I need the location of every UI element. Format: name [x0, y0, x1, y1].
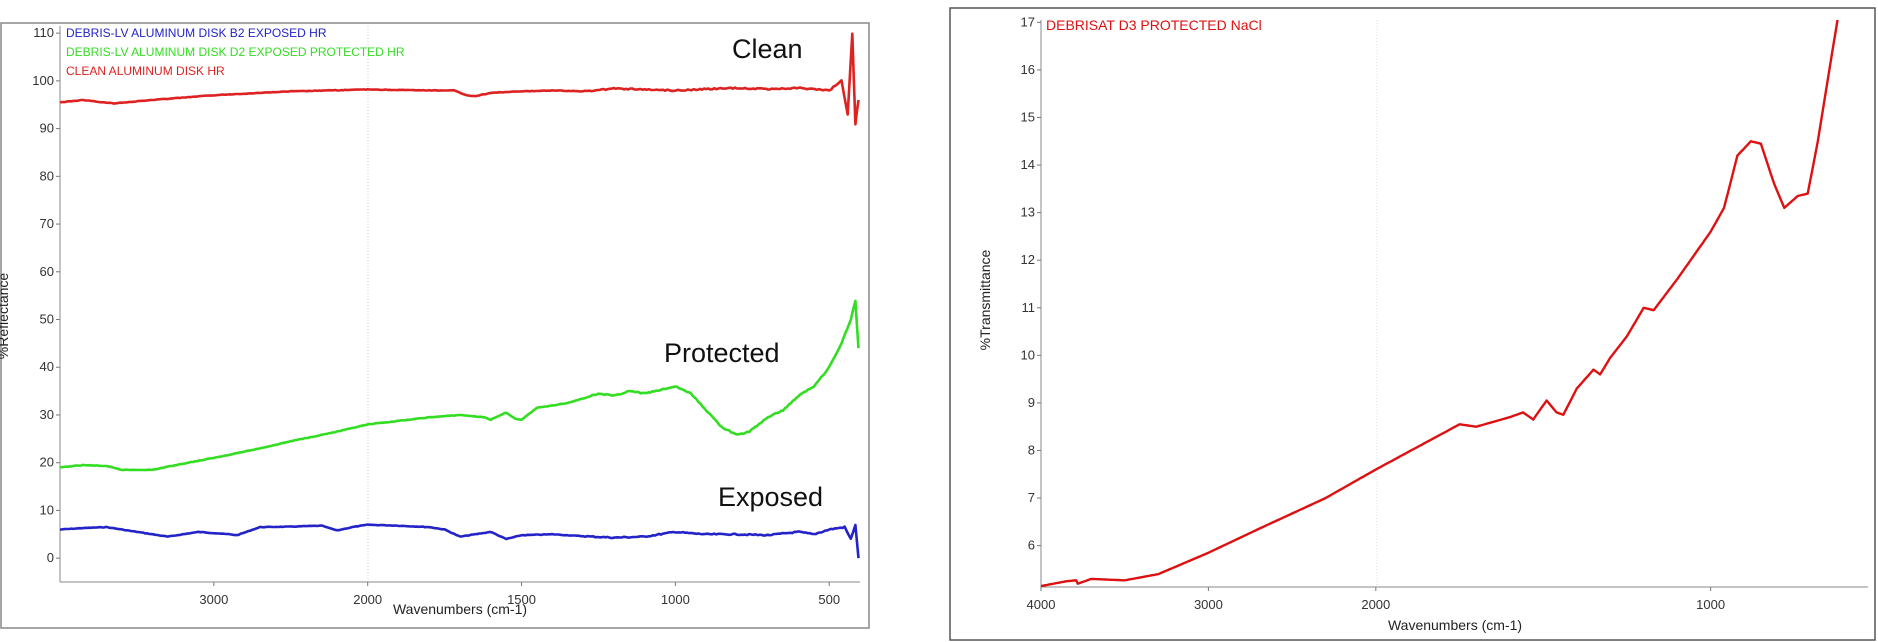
series-line-1: [60, 299, 860, 472]
x-tick-label: 3000: [1194, 597, 1223, 612]
y-tick-label: 13: [1021, 205, 1035, 220]
y-tick-label: 12: [1021, 252, 1035, 267]
left-chart-frame: [0, 22, 870, 629]
y-tick-label: 6: [1028, 538, 1035, 553]
y-tick-label: 20: [40, 455, 54, 470]
y-tick-label: 9: [1028, 395, 1035, 410]
series-line-0: [1041, 20, 1839, 587]
transmittance-chart: 6 7 8 9 10 11 12 13 14 15 16 17 4000 3000 2000 1000 %Tr…: [949, 7, 1876, 641]
right-y-axis-label: %Transmittance: [977, 249, 993, 350]
y-tick-label: 14: [1021, 157, 1035, 172]
y-tick-label: 30: [40, 407, 54, 422]
annotation-exposed: Exposed: [718, 482, 823, 512]
legend-entry-exposed: DEBRIS-LV ALUMINUM DISK B2 EXPOSED HR: [66, 26, 327, 40]
x-tick-label: 3000: [199, 592, 228, 607]
x-tick-label: 2000: [1361, 597, 1390, 612]
right-x-axis-label: Wavenumbers (cm-1): [1388, 617, 1522, 633]
annotation-protected: Protected: [664, 338, 780, 368]
legend-entry-protected: DEBRIS-LV ALUMINUM DISK D2 EXPOSED PROTE…: [66, 45, 405, 59]
x-tick-label: 1500: [507, 592, 536, 607]
y-tick-label: 8: [1028, 442, 1035, 457]
y-tick-label: 10: [1021, 347, 1035, 362]
left-x-axis-label: Wavenumbers (cm-1): [393, 601, 527, 617]
x-tick-label: 1000: [1696, 597, 1725, 612]
series-line-2: [60, 32, 860, 126]
y-tick-label: 110: [33, 25, 54, 40]
legend-entry-nacl: DEBRISAT D3 PROTECTED NaCl: [1046, 17, 1262, 33]
y-tick-label: 50: [40, 312, 54, 327]
y-tick-label: 15: [1021, 110, 1035, 125]
legend-entry-clean: CLEAN ALUMINUM DISK HR: [66, 64, 225, 78]
x-tick-label: 2000: [353, 592, 382, 607]
x-tick-label: 500: [818, 592, 840, 607]
y-tick-label: 0: [47, 550, 54, 565]
left-y-axis-label: %Reflectance: [0, 273, 11, 360]
y-tick-label: 40: [40, 359, 54, 374]
y-tick-label: 16: [1021, 62, 1035, 77]
y-tick-label: 100: [32, 73, 54, 88]
x-tick-label: 1000: [661, 592, 690, 607]
y-tick-label: 80: [40, 168, 54, 183]
y-tick-label: 90: [40, 121, 54, 136]
x-tick-label: 4000: [1027, 597, 1056, 612]
y-tick-label: 17: [1021, 14, 1035, 29]
right-chart-frame: [949, 7, 1876, 641]
series-line-0: [60, 523, 860, 559]
y-tick-label: 10: [40, 502, 54, 517]
y-tick-label: 60: [40, 264, 54, 279]
reflectance-chart: 0 10 20 30 40 50 60 70 80 90 100 110 3000 2000 1500 100…: [0, 22, 870, 629]
y-tick-label: 7: [1028, 490, 1035, 505]
y-tick-label: 70: [40, 216, 54, 231]
y-tick-label: 11: [1022, 300, 1036, 315]
annotation-clean: Clean: [732, 34, 803, 64]
